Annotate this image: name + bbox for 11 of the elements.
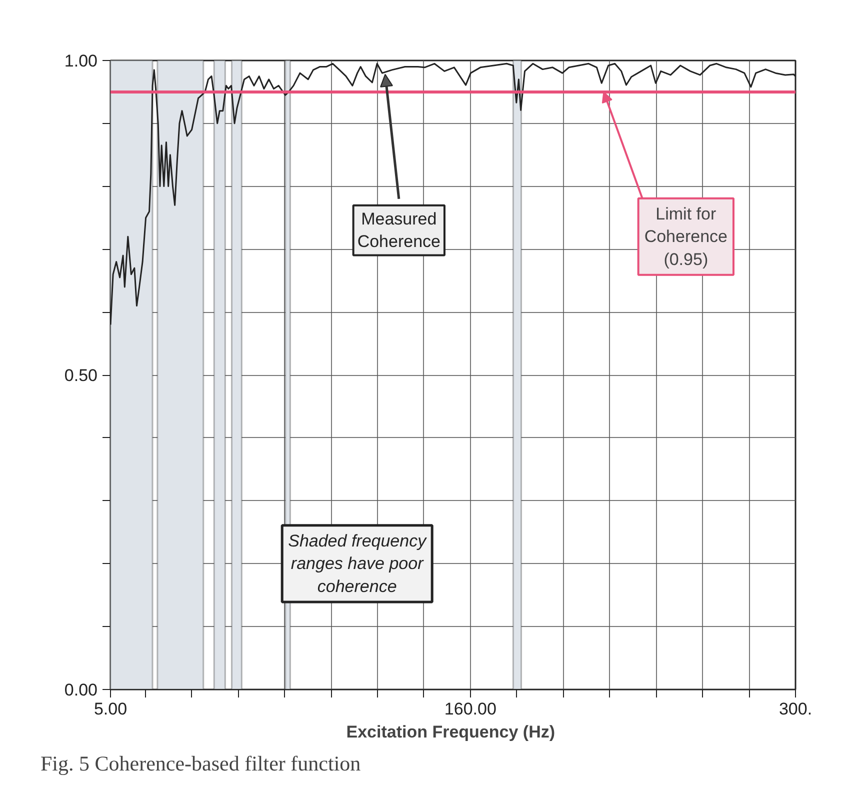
y-tick-label: 0.00 (64, 680, 98, 700)
x-tick-label: 300. (778, 700, 812, 718)
ref-line-label: Limit for Coherence (0.95) (644, 204, 728, 269)
x-tick-label: 160.00 (444, 700, 496, 718)
y-tick-label: 1.00 (64, 52, 98, 70)
annotation: Shaded frequency ranges have poor coherence (288, 531, 428, 596)
y-tick-label: 0.50 (64, 366, 98, 385)
annotation: Measured Coherence (357, 209, 440, 252)
text: Fig. 5 Coherence-based filter function (40, 752, 362, 776)
x-tick-label: 5.00 (94, 700, 128, 718)
x-axis-title: Excitation Frequency (Hz) (346, 722, 556, 742)
